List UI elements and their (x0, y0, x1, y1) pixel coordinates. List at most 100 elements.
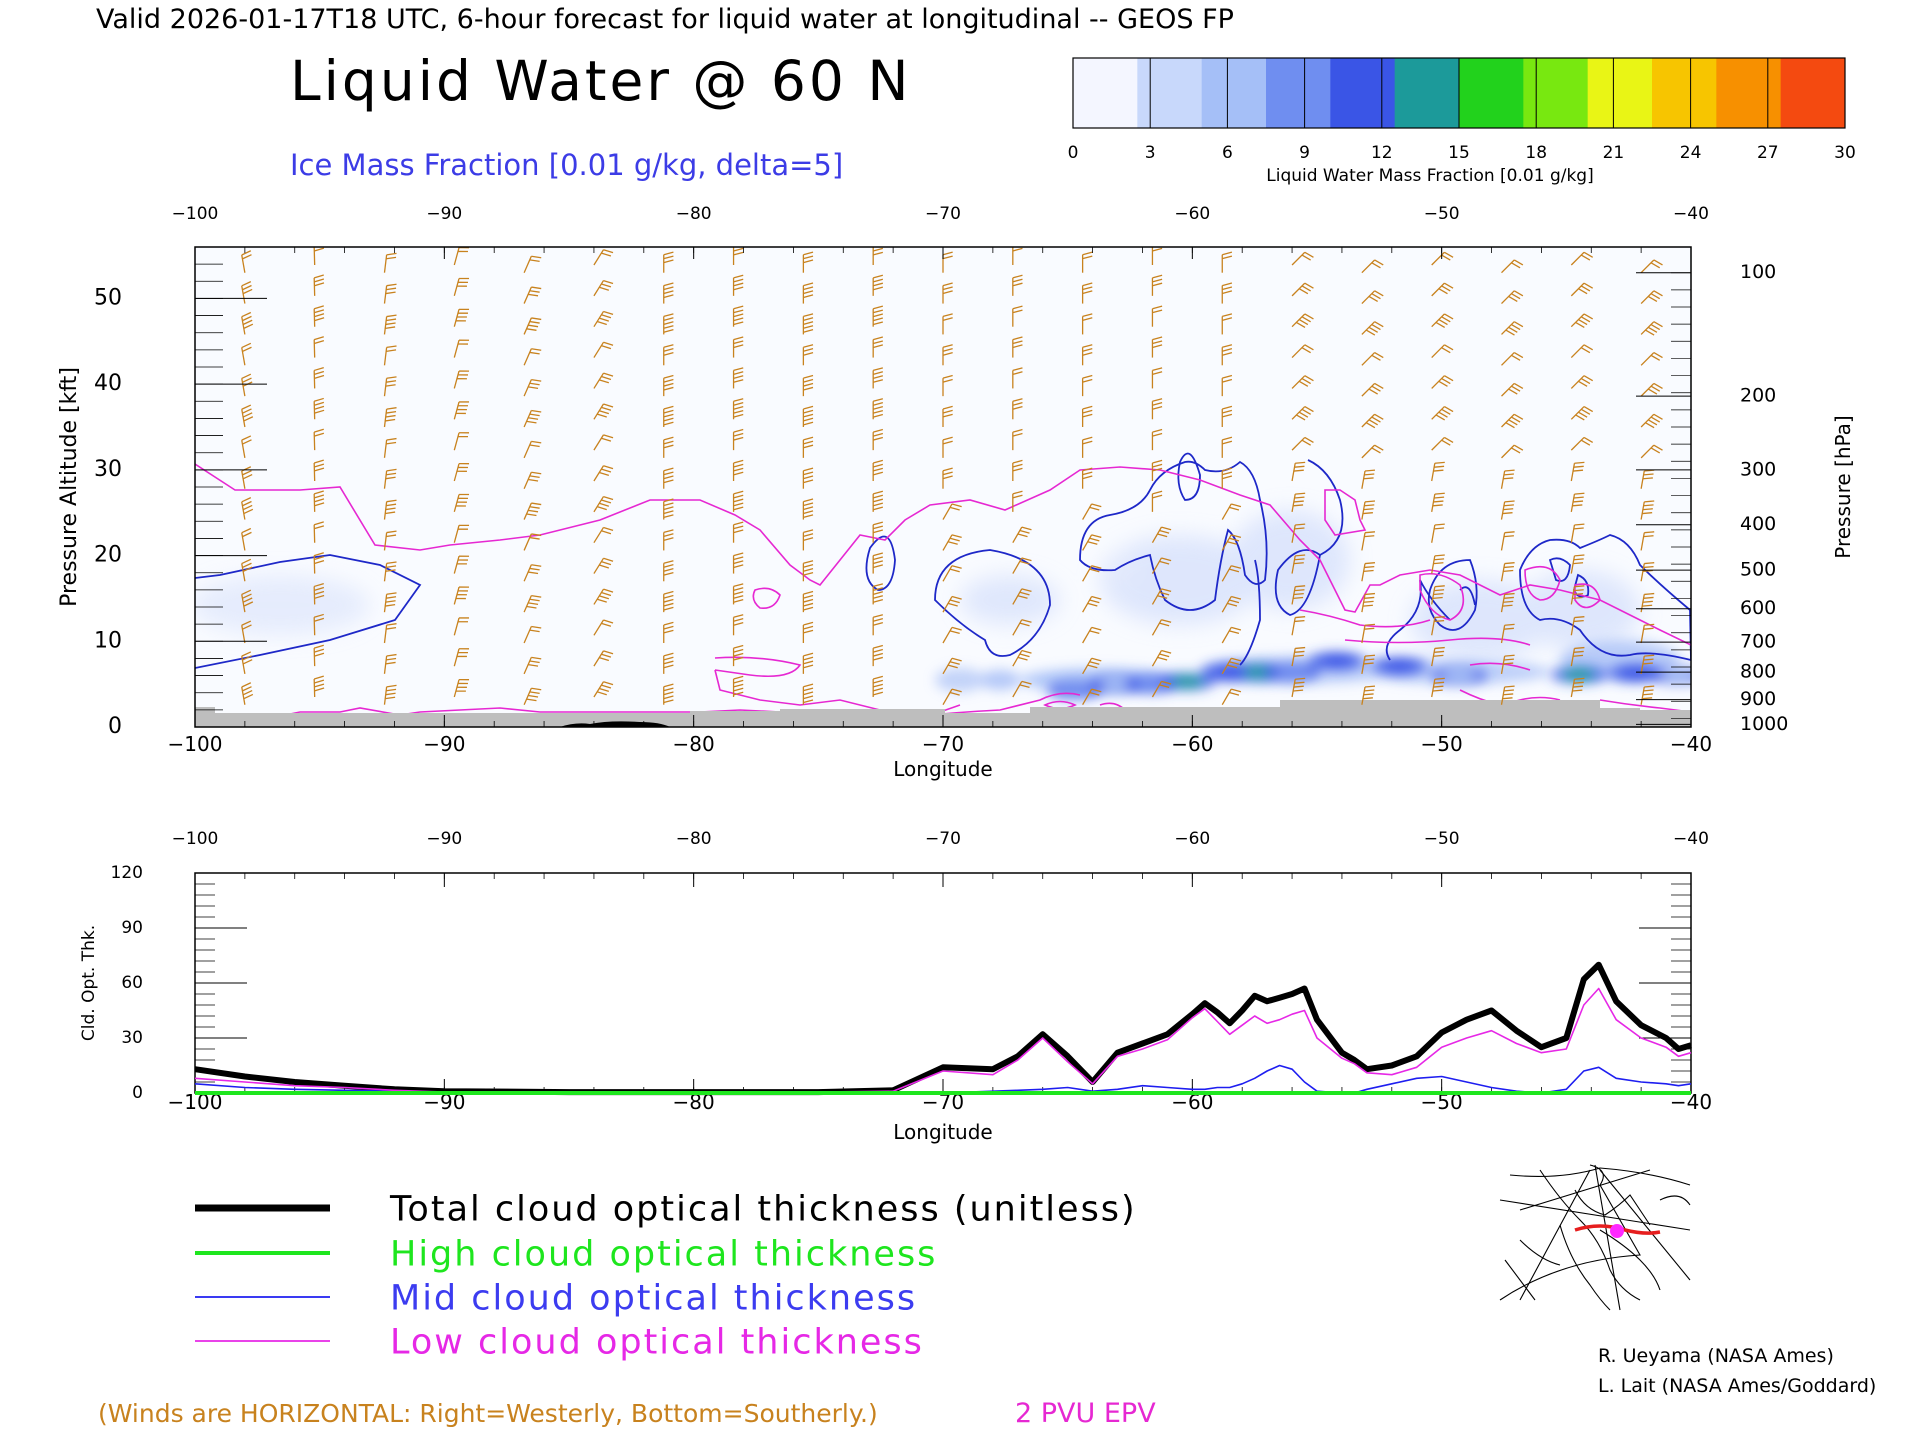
wind-barb (1291, 405, 1314, 421)
wind-barb (663, 436, 674, 458)
wind-barb (593, 249, 614, 266)
wind-barb (1221, 657, 1242, 675)
wind-barb (1081, 344, 1093, 366)
wind-barb (942, 282, 953, 304)
wind-barb (1291, 492, 1306, 512)
colorbar-swatch (1266, 58, 1331, 128)
main-ytick-label: 0 (108, 714, 122, 739)
main-top-tick-label: −80 (676, 204, 712, 224)
colorbar-tick-label: 24 (1680, 143, 1702, 163)
colorbar-swatch (1652, 58, 1717, 128)
main-top-tick-label: −90 (426, 204, 462, 224)
pressure-tick-label: 700 (1740, 631, 1776, 653)
legend-label-total: Total cloud optical thickness (unitless) (389, 1189, 1137, 1229)
wind-barb (313, 428, 325, 451)
liquid-water-core (1443, 669, 1476, 682)
wind-barb (872, 336, 884, 358)
wind-barb (872, 521, 884, 543)
wind-barb (872, 247, 884, 265)
legend-label-mid: Mid cloud optical thickness (390, 1278, 917, 1318)
wind-barb (1221, 436, 1233, 458)
wind-barb (453, 648, 470, 667)
wind-barb (802, 282, 814, 304)
wind-barb (241, 497, 254, 520)
liquid-water-core (1276, 666, 1309, 679)
colorbar-tick-label: 30 (1834, 143, 1856, 163)
wind-barb (1291, 461, 1306, 482)
wind-barb (732, 583, 744, 605)
wind-barb (732, 644, 744, 667)
wind-barb (663, 467, 674, 489)
wind-barb (732, 490, 744, 512)
wind-barb (241, 620, 252, 644)
wind-barb (1640, 562, 1655, 582)
wind-barb (1500, 623, 1515, 644)
wind-barb (1082, 503, 1102, 520)
wind-barb (1151, 680, 1172, 698)
wind-barb (1081, 436, 1093, 458)
main-ytick-label: 30 (94, 457, 122, 482)
wind-barb (942, 626, 962, 644)
wind-barb (1570, 405, 1594, 421)
wind-barb (1431, 436, 1454, 451)
pressure-tick-label: 100 (1740, 261, 1776, 283)
wind-barb (523, 379, 542, 397)
wind-barb (1291, 646, 1306, 667)
wind-barb (942, 467, 953, 489)
wind-barb (453, 462, 470, 482)
main-xtick-label: −70 (922, 732, 964, 756)
wind-barb (872, 490, 884, 512)
chart-title: Liquid Water @ 60 N (290, 49, 912, 113)
wind-barb (1361, 623, 1376, 644)
colorbar-swatch (1201, 58, 1267, 128)
globe-map (1499, 1164, 1691, 1311)
wind-barb (1500, 469, 1515, 489)
wind-barb (1500, 531, 1515, 551)
wind-barb (241, 404, 254, 428)
wind-barb (1221, 405, 1233, 427)
wind-barb (1361, 413, 1384, 429)
wind-barb (313, 274, 325, 296)
wind-barb (241, 682, 254, 705)
wind-barb (313, 521, 325, 543)
wind-barb (802, 683, 814, 705)
wind-barb (1431, 405, 1454, 421)
pressure-tick-label: 500 (1740, 559, 1776, 581)
wind-barb (593, 526, 614, 544)
wind-barb (663, 683, 674, 705)
main-ytick-label: 40 (94, 371, 122, 396)
wind-barb (1431, 677, 1445, 698)
wind-barb (593, 681, 614, 698)
wind-barb (453, 493, 470, 513)
wind-barb (1361, 562, 1376, 582)
wind-barb (1151, 490, 1163, 512)
wind-barb (383, 530, 397, 551)
wind-barb (1500, 654, 1515, 674)
ice-contours (195, 452, 1691, 669)
wind-barb (1640, 321, 1663, 336)
wind-barb (523, 656, 542, 675)
main-xtick-label: −60 (1171, 732, 1213, 756)
pressure-tick-label: 300 (1740, 458, 1776, 480)
wind-barb (942, 657, 962, 675)
wind-barb (241, 435, 252, 458)
wind-barb (1221, 688, 1242, 706)
wind-barb (593, 495, 614, 513)
wind-barb (732, 305, 744, 327)
wind-barb (802, 374, 814, 397)
wind-barb (1640, 685, 1655, 705)
wind-barb (732, 428, 744, 451)
wind-barb (732, 521, 744, 543)
wind-barb (1361, 500, 1376, 520)
wind-barb (593, 372, 614, 389)
wind-barb (1501, 413, 1524, 429)
wind-barb (1361, 685, 1376, 705)
wind-barb (383, 252, 397, 273)
wind-barb (1361, 531, 1376, 551)
wind-barb (241, 651, 253, 674)
wind-barb (732, 247, 744, 265)
wind-barb (1082, 657, 1102, 675)
liquid-water-core (1171, 675, 1204, 688)
wind-barb (1151, 398, 1163, 420)
wind-barb (1361, 444, 1384, 459)
